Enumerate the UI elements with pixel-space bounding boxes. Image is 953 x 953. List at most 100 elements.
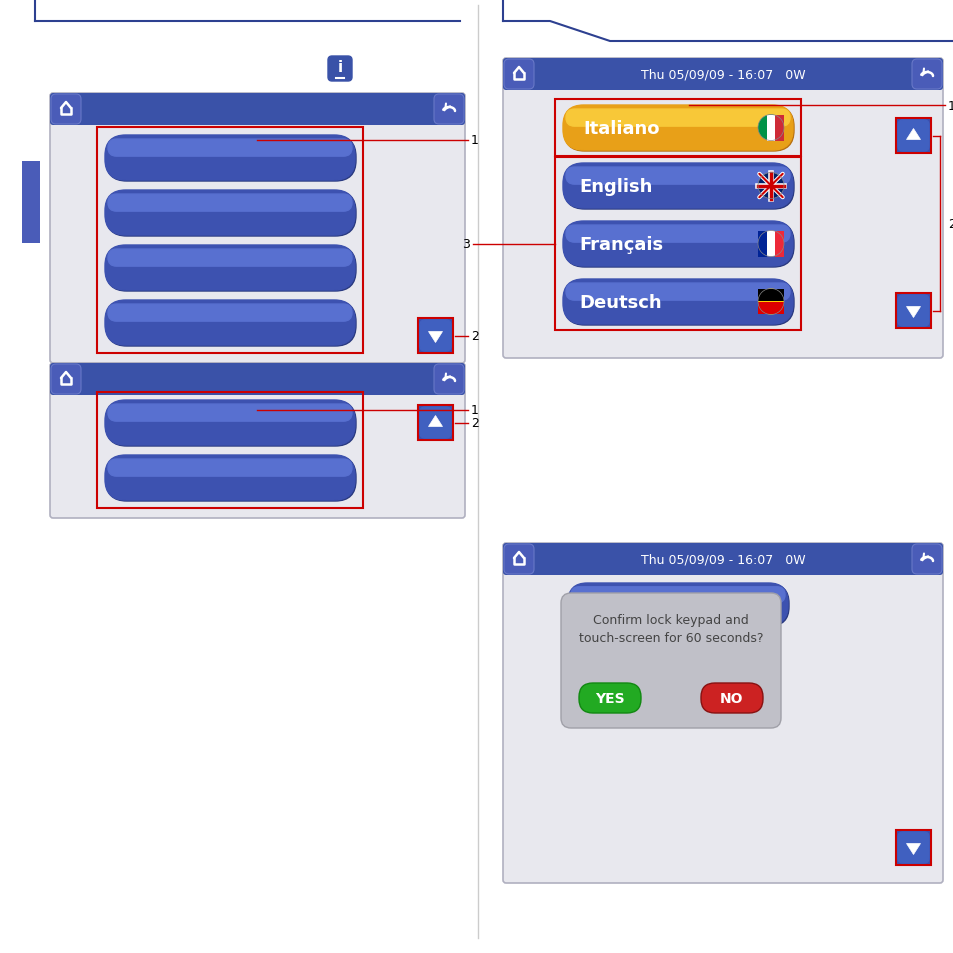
FancyBboxPatch shape (563, 223, 793, 268)
FancyBboxPatch shape (106, 192, 355, 236)
FancyBboxPatch shape (567, 583, 787, 625)
FancyBboxPatch shape (503, 544, 534, 575)
FancyBboxPatch shape (565, 226, 789, 243)
Bar (895, 830, 930, 865)
Bar (22, 162, 40, 244)
FancyBboxPatch shape (502, 543, 942, 883)
FancyBboxPatch shape (911, 544, 941, 575)
FancyBboxPatch shape (417, 406, 453, 440)
Text: YES: YES (595, 691, 624, 705)
FancyBboxPatch shape (502, 543, 942, 576)
Bar (895, 294, 930, 329)
Bar (766, 115, 774, 141)
FancyBboxPatch shape (895, 294, 930, 329)
FancyBboxPatch shape (51, 365, 81, 395)
FancyBboxPatch shape (895, 830, 930, 865)
FancyBboxPatch shape (50, 94, 464, 126)
Bar (555, 158, 801, 331)
Polygon shape (428, 416, 442, 427)
FancyBboxPatch shape (895, 119, 930, 153)
FancyBboxPatch shape (565, 168, 789, 185)
FancyBboxPatch shape (502, 59, 942, 91)
Text: 1: 1 (947, 99, 953, 112)
Bar (97, 128, 363, 354)
Bar (758, 289, 783, 301)
FancyBboxPatch shape (911, 60, 941, 90)
FancyBboxPatch shape (105, 400, 355, 446)
FancyBboxPatch shape (419, 320, 451, 352)
FancyBboxPatch shape (50, 364, 464, 518)
Text: 2: 2 (471, 416, 478, 430)
FancyBboxPatch shape (417, 318, 453, 354)
FancyBboxPatch shape (434, 95, 463, 125)
Polygon shape (428, 333, 442, 343)
Text: Italiano: Italiano (582, 119, 659, 137)
Circle shape (758, 289, 783, 315)
FancyBboxPatch shape (108, 140, 352, 157)
Circle shape (758, 232, 783, 257)
FancyBboxPatch shape (563, 281, 793, 326)
Bar (895, 119, 930, 153)
FancyBboxPatch shape (565, 284, 789, 301)
FancyBboxPatch shape (50, 94, 464, 364)
FancyBboxPatch shape (565, 110, 789, 127)
FancyBboxPatch shape (571, 587, 784, 603)
Text: Confirm lock keypad and: Confirm lock keypad and (593, 614, 748, 626)
FancyBboxPatch shape (434, 365, 463, 395)
Bar (417, 406, 453, 440)
FancyBboxPatch shape (105, 456, 355, 500)
Bar (555, 100, 801, 157)
Text: 1: 1 (471, 404, 478, 417)
Text: 2: 2 (471, 330, 478, 343)
FancyBboxPatch shape (563, 107, 793, 152)
Text: NO: NO (720, 691, 743, 705)
FancyBboxPatch shape (328, 57, 352, 82)
FancyBboxPatch shape (562, 280, 792, 325)
FancyBboxPatch shape (503, 60, 534, 90)
FancyBboxPatch shape (106, 302, 355, 347)
Polygon shape (905, 130, 920, 140)
FancyBboxPatch shape (562, 106, 792, 151)
FancyBboxPatch shape (560, 594, 781, 728)
FancyBboxPatch shape (108, 250, 352, 267)
Polygon shape (905, 307, 920, 318)
Bar (97, 393, 363, 509)
Text: Deutsch: Deutsch (578, 294, 661, 312)
Text: Thu 05/09/09 - 16:07   0W: Thu 05/09/09 - 16:07 0W (640, 69, 804, 81)
Bar (417, 318, 453, 354)
Bar (774, 115, 783, 141)
Text: Information: Information (641, 598, 714, 611)
FancyBboxPatch shape (106, 247, 355, 292)
FancyBboxPatch shape (897, 121, 928, 152)
FancyBboxPatch shape (568, 584, 788, 626)
FancyBboxPatch shape (578, 683, 640, 713)
Bar (758, 232, 766, 257)
Text: 1: 1 (471, 134, 478, 148)
FancyBboxPatch shape (108, 405, 352, 422)
FancyBboxPatch shape (502, 59, 942, 358)
FancyBboxPatch shape (105, 246, 355, 291)
Polygon shape (905, 843, 920, 855)
FancyBboxPatch shape (106, 137, 355, 182)
FancyBboxPatch shape (562, 164, 792, 209)
FancyBboxPatch shape (51, 95, 81, 125)
FancyBboxPatch shape (105, 136, 355, 181)
Circle shape (758, 115, 783, 141)
FancyBboxPatch shape (50, 364, 464, 395)
Bar (758, 302, 783, 314)
Text: 2: 2 (947, 217, 953, 231)
Bar (775, 232, 783, 257)
FancyBboxPatch shape (897, 295, 928, 327)
Text: Français: Français (578, 235, 662, 253)
FancyBboxPatch shape (419, 408, 451, 438)
FancyBboxPatch shape (108, 459, 352, 476)
Circle shape (758, 173, 783, 199)
Text: English: English (578, 177, 652, 195)
FancyBboxPatch shape (562, 222, 792, 267)
Text: Thu 05/09/09 - 16:07   0W: Thu 05/09/09 - 16:07 0W (640, 553, 804, 566)
Text: 3: 3 (461, 237, 470, 251)
FancyBboxPatch shape (105, 301, 355, 346)
FancyBboxPatch shape (700, 683, 762, 713)
FancyBboxPatch shape (108, 305, 352, 322)
Text: i: i (337, 60, 342, 75)
